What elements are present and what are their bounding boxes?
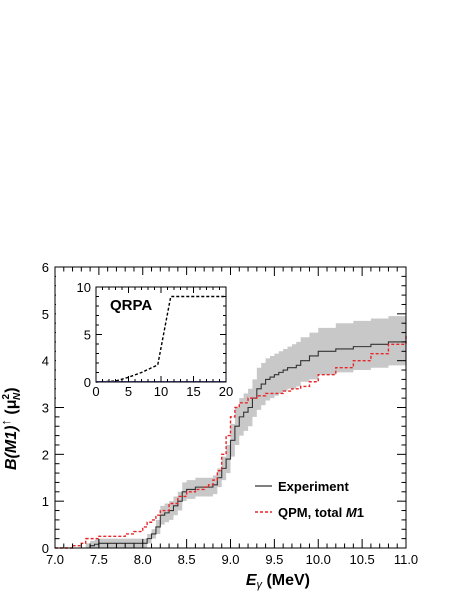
inset-x-tick-label: 5: [125, 384, 132, 399]
x-tick-label: 8.5: [178, 552, 196, 567]
inset-x-tick-label: 10: [154, 384, 168, 399]
x-tick-label: 7.0: [46, 552, 64, 567]
x-tick-label: 8.0: [134, 552, 152, 567]
inset-ticks: [95, 286, 227, 383]
experiment-uncertainty-band: [85, 313, 407, 548]
inset-x-tick-label: 0: [92, 384, 99, 399]
inset-x-tick-label: 15: [186, 384, 200, 399]
inset-x-tick-label: 20: [219, 384, 233, 399]
inset-series-line-dashed: [95, 295, 226, 383]
inset-plot: 0 5 10 15 20 0 5 10 QRPA: [56, 275, 238, 400]
inset-x-tick-labels: 0 5 10 15 20: [92, 384, 233, 399]
inset-y-tick-labels: 0 5 10: [77, 280, 91, 390]
inset-y-tick-label: 0: [84, 375, 91, 390]
experiment-band-area: [85, 313, 407, 548]
y-tick-label: 3: [42, 401, 49, 416]
y-tick-label: 0: [42, 541, 49, 556]
legend-label-experiment: Experiment: [278, 479, 349, 494]
inset-y-tick-label: 5: [84, 328, 91, 343]
y-axis-title: B(M1)↑ (μ2N): [0, 387, 23, 470]
inset-title: QRPA: [110, 297, 152, 314]
x-tick-labels: 7.0 7.5 8.0 8.5 9.0 9.5 10.0 10.5 11.0: [46, 552, 418, 567]
y-tick-label: 4: [42, 354, 49, 369]
x-tick-label: 7.5: [90, 552, 108, 567]
y-tick-label: 2: [42, 447, 49, 462]
x-axis-title: Eγ (MeV): [246, 572, 310, 591]
y-tick-label: 1: [42, 494, 49, 509]
y-tick-label: 6: [42, 260, 49, 275]
x-tick-label: 10.0: [306, 552, 331, 567]
legend: Experiment QPM, total M1: [255, 479, 364, 520]
main-series-group: [55, 334, 407, 549]
x-tick-label: 9.5: [265, 552, 283, 567]
y-tick-labels: 0 1 2 3 4 5 6: [42, 260, 49, 556]
x-tick-label: 9.0: [221, 552, 239, 567]
main-plot: 7.0 7.5 8.0 8.5 9.0 9.5 10.0 10.5 11.0 0 1 2 3 4 5 6 E…: [0, 260, 418, 591]
legend-label-qpm: QPM, total M1: [278, 505, 364, 520]
inset-y-tick-label: 10: [77, 280, 91, 295]
x-tick-label: 10.5: [349, 552, 374, 567]
series-line-experiment: [85, 339, 407, 549]
x-tick-label: 11.0: [394, 552, 418, 567]
y-tick-label: 5: [42, 307, 49, 322]
